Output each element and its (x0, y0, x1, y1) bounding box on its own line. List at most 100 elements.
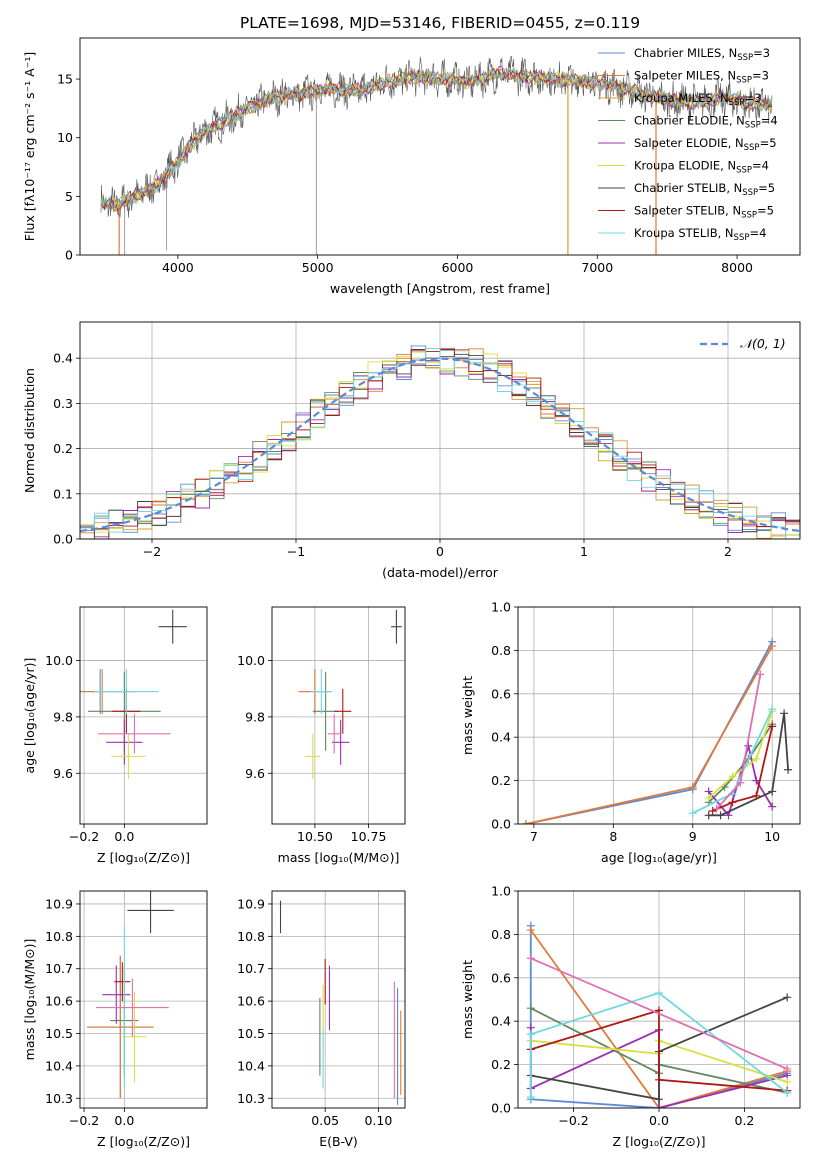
mass-weight-marker (783, 1064, 792, 1073)
y-tick-label: 10.7 (45, 961, 73, 976)
mass-weight-line (530, 1009, 788, 1092)
legend-label-main: Chabrier MILES, N (634, 46, 737, 60)
legend-label-end: =3 (744, 91, 761, 105)
y-tick-label: 0.4 (53, 351, 73, 366)
x-tick-label: 10 (764, 829, 780, 844)
y-tick-label: 10.4 (45, 1058, 73, 1073)
mass-weight-line (529, 925, 788, 1108)
x-tick-label: −0.2 (558, 1113, 588, 1128)
y-tick-label: 0.8 (491, 927, 511, 942)
y-tick-label: 9.8 (53, 709, 73, 724)
mass-weight-marker (783, 1088, 792, 1097)
legend-label-main: Salpeter MILES, N (634, 69, 736, 83)
x-tick-label: −0.2 (69, 1113, 99, 1128)
legend-label: 𝒩(0, 1) (740, 336, 786, 351)
legend-label: Chabrier MILES, NSSP=3 (634, 46, 770, 63)
y-axis-label: age [log₁₀(age/yr)] (22, 658, 37, 774)
y-axis-label: mass weight (460, 676, 475, 755)
mass-weight-marker (768, 787, 777, 796)
legend-label: Salpeter MILES, NSSP=3 (634, 69, 769, 86)
x-tick-label: 10.75 (351, 829, 387, 844)
y-tick-label: 0.8 (491, 643, 511, 658)
y-tick-label: 0.0 (53, 532, 73, 547)
legend-label-sub: SSP (741, 211, 757, 221)
x-tick-label: 0.0 (114, 829, 134, 844)
legend-label: Chabrier STELIB, NSSP=5 (634, 181, 775, 198)
y-tick-label: 0.4 (491, 1014, 511, 1029)
axes-mass-weight-vs-age: 7 8 9 10 0.0 0.2 0.4 0.6 0.8 1.0 age [log₁₀(age/yr… (460, 600, 801, 865)
legend-label-sub: SSP (737, 53, 753, 63)
legend-label-end: =4 (761, 114, 778, 128)
y-tick-label: 1.0 (491, 600, 511, 615)
model-spectrum-line (100, 68, 773, 212)
axes-spectrum: 4000 5000 6000 7000 8000 0 5 10 15 wavelength [An… (22, 37, 801, 296)
axes-frame (517, 890, 801, 1109)
mass-weight-marker (712, 804, 721, 813)
plot-area-spectrum (100, 55, 773, 255)
y-tick-label: 0.4 (491, 730, 511, 745)
y-tick-label: 10.3 (45, 1091, 73, 1106)
axes-frame (79, 37, 801, 256)
observed-spectrum-line (100, 55, 773, 218)
mass-weight-marker (724, 811, 733, 820)
y-axis-label: mass weight (460, 960, 475, 1039)
axes-mass-vs-Z: −0.2 0.0 10.3 10.4 10.5 10.6 10.7 10.8 10.9 Z [lo… (22, 890, 208, 1149)
mass-weight-marker (655, 1075, 663, 1084)
y-tick-label: 0.0 (491, 817, 511, 832)
legend-label-main: Kroupa ELODIE, N (634, 159, 736, 173)
legend-label-main: Chabrier ELODIE, N (634, 114, 745, 128)
x-axis-label: mass [log₁₀(M/M⊙)] (278, 850, 400, 865)
legend-label-sub: SSP (736, 76, 752, 86)
x-axis-label: Z [log₁₀(Z/Z⊙)] (613, 1134, 706, 1149)
y-tick-label: 10.0 (237, 653, 265, 668)
legend-label-main: Kroupa STELIB, N (634, 226, 734, 240)
y-axis-label: Flux [fλ10⁻¹⁷ erg cm⁻² s⁻¹ A⁻¹] (22, 52, 37, 241)
legend-label-sub: SSP (742, 188, 758, 198)
y-tick-label: 0 (65, 248, 73, 263)
x-tick-label: 0.2 (735, 1113, 755, 1128)
y-tick-label: 10.5 (237, 1026, 265, 1041)
legend-label-sub: SSP (729, 98, 745, 108)
axes-residuals: −2 −1 0 1 2 0.0 0.1 0.2 0.3 0.4 (data-model)/error… (22, 321, 801, 580)
y-tick-label: 10.9 (45, 896, 73, 911)
legend-label: Salpeter STELIB, NSSP=5 (634, 204, 774, 221)
legend-label: Kroupa STELIB, NSSP=4 (634, 226, 766, 243)
x-tick-label: 7 (530, 829, 538, 844)
legend-label-end: =3 (752, 69, 769, 83)
x-tick-label: 0.10 (364, 1113, 392, 1128)
axes-frame (271, 890, 406, 1109)
mass-weight-marker (768, 642, 777, 651)
x-tick-label: 5000 (302, 260, 334, 275)
mass-weight-marker (704, 793, 713, 802)
axes-frame (79, 890, 208, 1109)
plot-area-age-vs-Z (80, 609, 187, 779)
mass-weight-marker (526, 1030, 535, 1039)
legend-residuals: 𝒩(0, 1) (700, 336, 786, 351)
axes-age-vs-Z: −0.2 0.0 9.6 9.8 10.0 Z [log₁₀(Z/Z⊙)] age [log… (22, 606, 208, 865)
mass-weight-marker (752, 754, 761, 763)
legend-label-end: =4 (752, 159, 769, 173)
y-tick-label: 9.6 (53, 766, 73, 781)
axes-mass-weight-vs-Z: −0.2 0.0 0.2 0.0 0.2 0.4 0.6 0.8 1.0 Z [log₁₀(Z/Z… (460, 884, 801, 1149)
x-tick-label: 8 (609, 829, 617, 844)
x-tick-label: 0 (436, 544, 444, 559)
mass-weight-marker (526, 954, 535, 963)
x-tick-label: 7000 (581, 260, 613, 275)
x-axis-label: (data-model)/error (382, 565, 499, 580)
mass-weight-marker (688, 783, 697, 792)
y-tick-label: 1.0 (491, 884, 511, 899)
mass-weight-marker (768, 722, 777, 731)
mass-weight-marker (780, 709, 789, 718)
legend-label-end: =5 (757, 204, 774, 218)
y-tick-label: 10.0 (45, 653, 73, 668)
figure-title: PLATE=1698, MJD=53146, FIBERID=0455, z=0… (240, 14, 640, 32)
mass-weight-marker (728, 798, 737, 807)
mass-weight-marker (526, 1093, 535, 1102)
mass-weight-marker (783, 1077, 792, 1086)
y-tick-label: 10.3 (237, 1091, 265, 1106)
x-axis-label: Z [log₁₀(Z/Z⊙)] (97, 1134, 190, 1149)
mass-weight-marker (752, 791, 761, 800)
axes-mass-vs-ebv: 0.05 0.10 10.3 10.4 10.5 10.6 10.7 10.8 10.9 E(B-… (237, 890, 406, 1149)
axes-frame (271, 606, 406, 825)
x-tick-label: 0.0 (649, 1113, 669, 1128)
